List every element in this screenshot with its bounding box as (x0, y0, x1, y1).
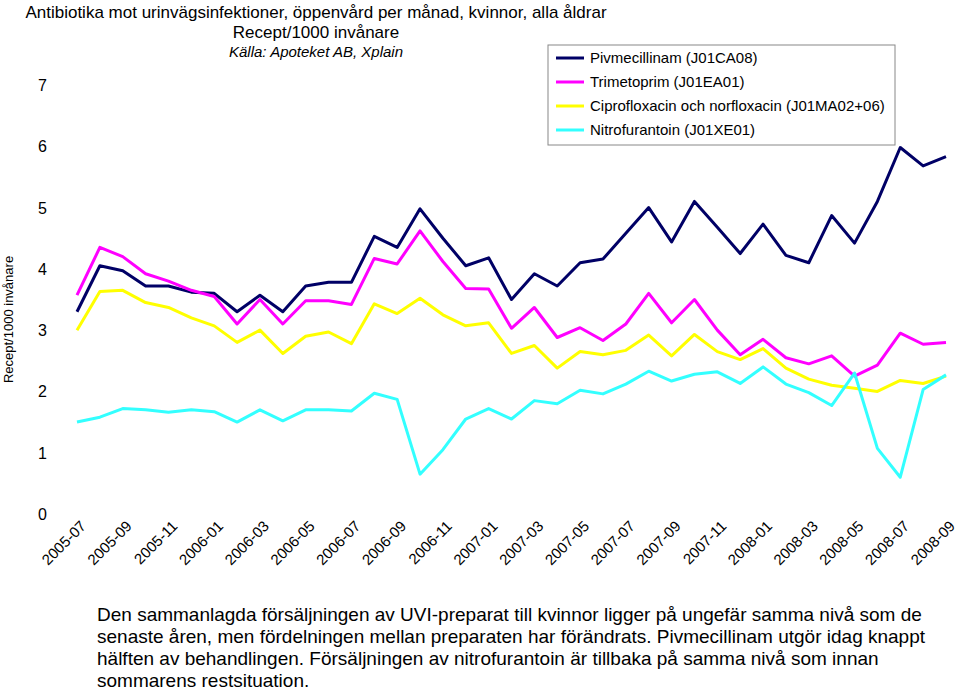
y-tick (59, 330, 62, 331)
x-tick-label: 2008-07 (861, 517, 912, 568)
y-tick-label: 5 (38, 200, 47, 217)
series-line (77, 367, 946, 477)
legend-box (548, 45, 895, 145)
y-axis: 0 1 2 3 4 5 6 7 (38, 77, 62, 523)
title: Antibiotika mot urinvägsinfektioner, öpp… (25, 3, 607, 22)
y-tick-label: 2 (38, 383, 47, 400)
y-tick (59, 452, 62, 453)
x-tick-label: 2006-11 (405, 517, 455, 567)
y-tick-label: 7 (38, 77, 47, 94)
x-tick-label: 2005-09 (84, 517, 135, 568)
x-tick-label: 2008-03 (770, 517, 821, 568)
series-group (77, 148, 946, 478)
y-tick (59, 268, 62, 269)
x-tick-label: 2007-05 (541, 517, 592, 568)
legend: Pivmecillinam (J01CA08) Trimetoprim (J01E… (548, 45, 895, 145)
x-tick-label: 2006-07 (313, 517, 364, 568)
x-tick-label: 2007-11 (679, 517, 729, 567)
x-tick-label: 2005-07 (38, 517, 89, 568)
chart: Antibiotika mot urinvägsinfektioner, öpp… (0, 0, 960, 698)
x-tick-label: 2008-05 (816, 517, 867, 568)
x-tick-label: 2006-01 (175, 517, 226, 568)
x-tick-label: 2006-03 (221, 517, 272, 568)
y-axis-label: Recept/1000 invånare (1, 256, 16, 383)
x-tick-label: 2006-09 (358, 517, 409, 568)
y-tick (59, 207, 62, 208)
legend-swatch (556, 81, 584, 84)
x-tick-label: 2007-03 (496, 517, 547, 568)
x-tick-label: 2008-01 (724, 517, 775, 568)
y-tick (59, 514, 62, 515)
legend-swatch (556, 129, 584, 132)
series-line (77, 148, 946, 312)
x-tick-label: 2008-09 (907, 517, 958, 568)
caption: Den sammanlagda försäljningen av UVI-pre… (97, 604, 947, 692)
x-tick-label: 2007-07 (587, 517, 638, 568)
series-line (77, 290, 946, 391)
x-tick-label: 2006-05 (267, 517, 318, 568)
x-tick-label: 2005-11 (130, 517, 180, 567)
x-axis: 2005-072005-092005-112006-012006-032006-… (38, 517, 958, 568)
subtitle: Recept/1000 invånare (233, 23, 399, 42)
x-tick-label: 2007-09 (633, 517, 684, 568)
legend-label: Pivmecillinam (J01CA08) (590, 49, 758, 66)
y-tick-label: 4 (38, 261, 47, 278)
legend-label: Trimetoprim (J01EA01) (590, 73, 744, 90)
legend-label: Nitrofurantoin (J01XE01) (590, 121, 755, 138)
source: Källa: Apoteket AB, Xplain (229, 43, 403, 60)
y-tick (59, 391, 62, 392)
y-tick-label: 1 (38, 445, 47, 462)
y-tick-label: 3 (38, 322, 47, 339)
legend-swatch (556, 105, 584, 108)
x-tick-label: 2007-01 (450, 517, 501, 568)
y-tick-label: 6 (38, 138, 47, 155)
y-tick (59, 146, 62, 147)
legend-swatch (556, 57, 584, 60)
legend-label: Ciprofloxacin och norfloxacin (J01MA02+0… (590, 97, 885, 114)
y-tick (59, 85, 62, 86)
y-tick-label: 0 (38, 506, 47, 523)
